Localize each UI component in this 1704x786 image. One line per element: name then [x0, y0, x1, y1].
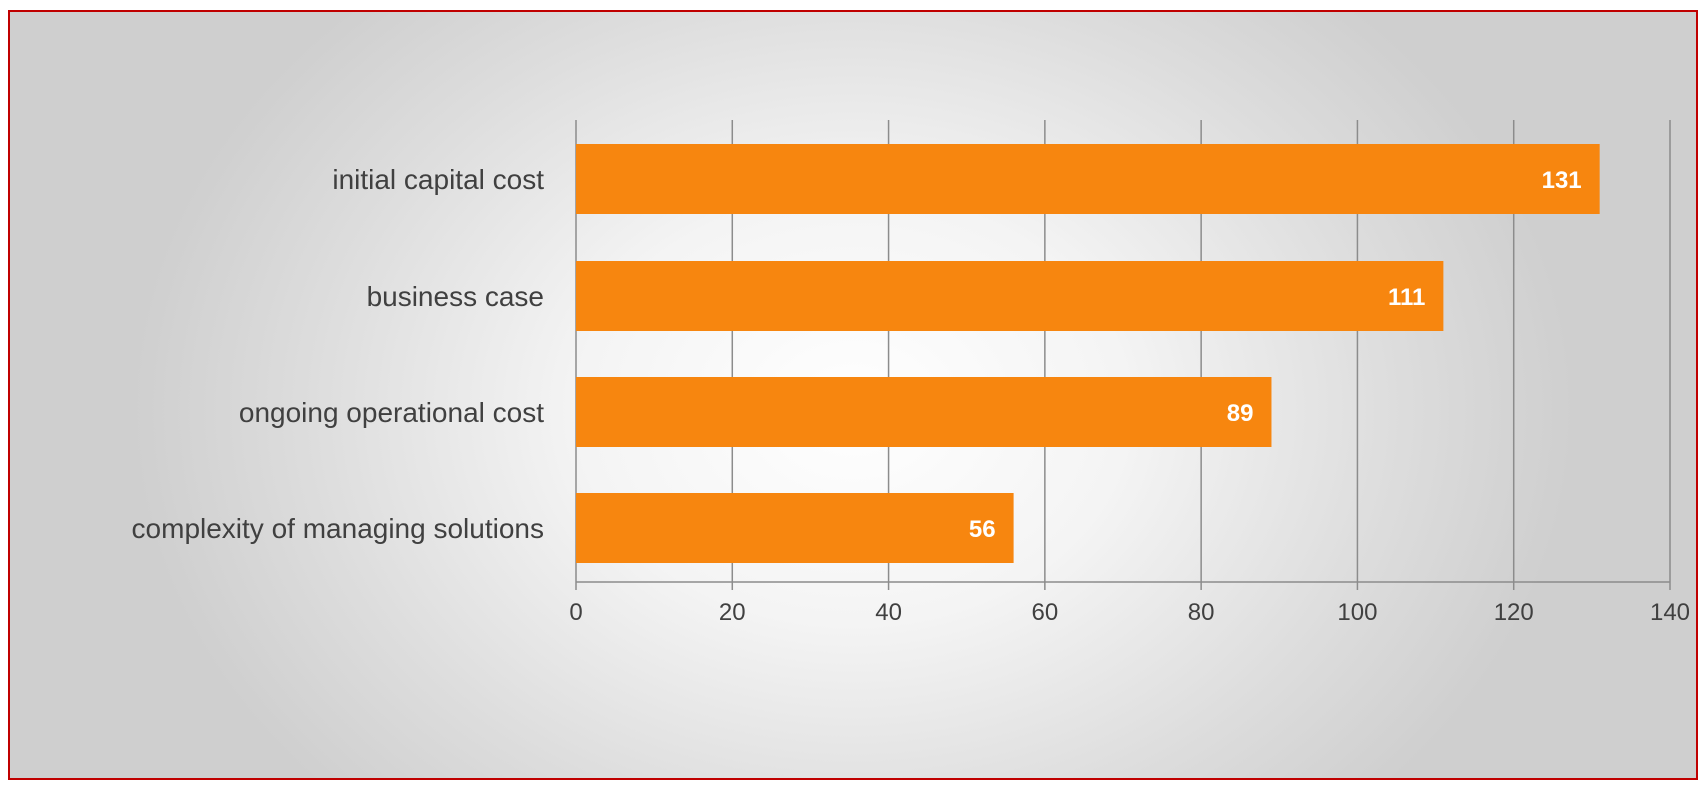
chart-frame: initial capital cost business case ongoing…: [8, 10, 1698, 780]
data-label-2: 89: [1227, 400, 1254, 427]
tick-label-20: 20: [719, 599, 746, 626]
tick-label-80: 80: [1188, 599, 1215, 626]
data-label-3: 56: [969, 516, 996, 543]
tick-label-100: 100: [1337, 599, 1377, 626]
data-labels: 131 111 89 56: [969, 167, 1582, 543]
data-label-0: 131: [1542, 167, 1582, 194]
category-label-0: initial capital cost: [332, 164, 544, 195]
tick-label-140: 140: [1650, 599, 1690, 626]
tick-label-120: 120: [1494, 599, 1534, 626]
tick-label-40: 40: [875, 599, 902, 626]
bar-3: [576, 493, 1014, 563]
tick-labels: 0 20 40 60 80 100 120 140: [569, 599, 1690, 626]
tick-label-0: 0: [569, 599, 582, 626]
tick-label-60: 60: [1032, 599, 1059, 626]
category-label-1: business case: [367, 281, 544, 312]
bar-0: [576, 144, 1600, 214]
bars: [576, 144, 1600, 563]
x-axis: [575, 581, 1671, 590]
bar-2: [576, 377, 1272, 447]
category-label-2: ongoing operational cost: [239, 397, 544, 428]
bar-1: [576, 261, 1444, 331]
data-label-1: 111: [1388, 284, 1425, 311]
category-label-3: complexity of managing solutions: [132, 513, 544, 544]
bar-chart: initial capital cost business case ongoing…: [132, 120, 1690, 626]
category-labels: initial capital cost business case ongoing…: [132, 164, 545, 544]
